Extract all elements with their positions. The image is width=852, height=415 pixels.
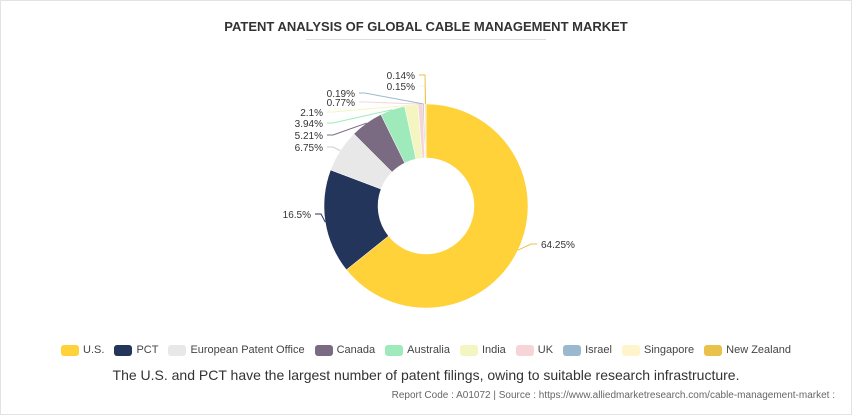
- leader-line: [327, 104, 412, 113]
- legend-swatch: [459, 344, 478, 356]
- data-label: 2.1%: [300, 108, 323, 119]
- leader-line: [315, 213, 326, 223]
- legend-label: European Patent Office: [190, 344, 305, 356]
- legend-item[interactable]: Israel: [563, 344, 612, 356]
- legend-label: New Zealand: [726, 344, 791, 356]
- legend-item[interactable]: PCT: [114, 344, 158, 356]
- legend-item[interactable]: Singapore: [621, 344, 695, 356]
- leader-line: [327, 109, 393, 124]
- data-label: 64.25%: [541, 240, 575, 251]
- data-label: 0.77%: [327, 98, 355, 109]
- data-label: 3.94%: [295, 119, 323, 130]
- data-label: 0.14%: [387, 71, 415, 82]
- data-label: 5.21%: [295, 131, 323, 142]
- legend-label: Canada: [336, 344, 376, 356]
- caption: The U.S. and PCT have the largest number…: [112, 367, 740, 383]
- slice-u-s-[interactable]: [346, 103, 529, 309]
- legend-swatch: [61, 344, 80, 356]
- legend-item[interactable]: New Zealand: [704, 344, 791, 356]
- legend-item[interactable]: Canada: [314, 344, 376, 356]
- data-label: 16.5%: [283, 210, 311, 221]
- legend-swatch: [621, 344, 640, 356]
- leader-line: [327, 146, 341, 152]
- legend-label: UK: [537, 344, 554, 356]
- legend-swatch: [563, 344, 582, 356]
- leader-line: [419, 74, 427, 105]
- source-text: Report Code : A01072 | Source : https://…: [391, 390, 835, 401]
- legend-swatch: [704, 344, 723, 356]
- data-label: 6.75%: [295, 143, 323, 154]
- leader-line: [359, 101, 421, 105]
- legend-swatch: [515, 344, 534, 356]
- legend-swatch: [168, 344, 187, 356]
- leader-line: [419, 85, 426, 105]
- legend-item[interactable]: India: [459, 344, 506, 356]
- legend-item[interactable]: Australia: [385, 344, 450, 356]
- legend-label: Israel: [585, 344, 612, 356]
- leader-line: [517, 243, 537, 251]
- legend-label: Australia: [407, 344, 450, 356]
- leader-line: [327, 122, 367, 136]
- legend: U.S. PCT European Patent Office Canada Austr…: [1, 344, 851, 356]
- chart-title: PATENT ANALYSIS OF GLOBAL CABLE MANAGEME…: [224, 19, 628, 34]
- legend-label: Singapore: [643, 344, 695, 356]
- legend-swatch: [314, 344, 333, 356]
- legend-label: PCT: [136, 344, 159, 356]
- legend-label: India: [481, 344, 506, 356]
- leader-line: [359, 92, 424, 105]
- data-label: 0.15%: [387, 82, 415, 93]
- legend-swatch: [385, 344, 404, 356]
- legend-item[interactable]: UK: [515, 344, 554, 356]
- legend-swatch: [114, 344, 133, 356]
- donut-chart: 64.25% 16.5% 6.75%5.21%3.94%2.1% 0.77%0.19%…: [283, 71, 575, 309]
- title-divider: [306, 39, 546, 40]
- data-label: 0.19%: [327, 89, 355, 100]
- legend-item[interactable]: European Patent Office: [168, 344, 305, 356]
- legend-item[interactable]: U.S.: [61, 344, 104, 356]
- legend-label: U.S.: [83, 344, 105, 356]
